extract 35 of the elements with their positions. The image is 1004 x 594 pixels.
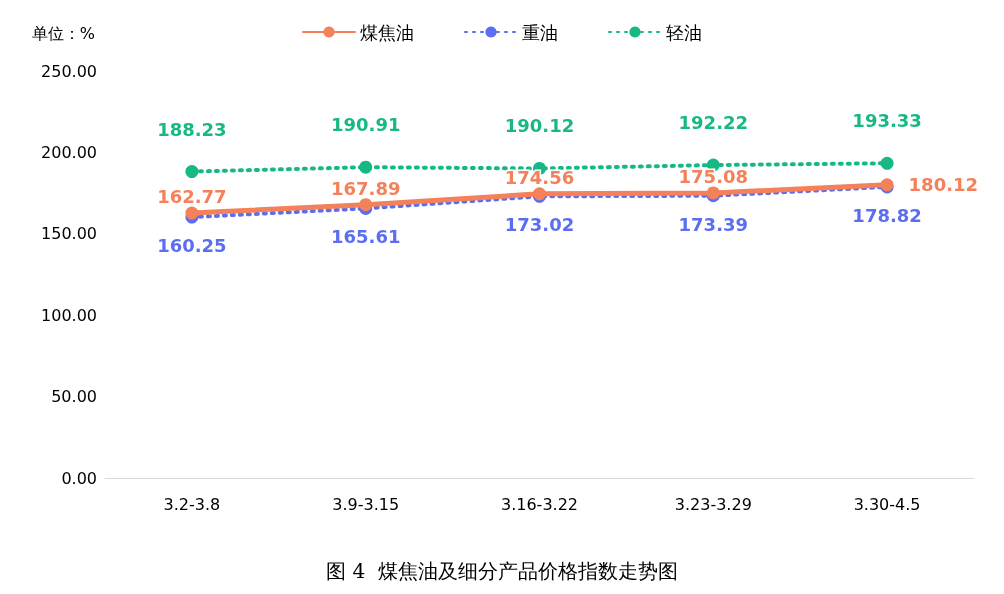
point [185, 165, 199, 179]
data-label: 173.02 [504, 214, 575, 236]
y-tick-label: 100.00 [41, 305, 97, 325]
y-axis-title: 单位：% [31, 23, 95, 43]
data-label: 190.91 [330, 114, 401, 136]
y-tick-label: 0.00 [61, 468, 97, 488]
x-tick-label: 3.16-3.22 [500, 494, 579, 514]
data-label: 174.56 [504, 166, 575, 188]
data-label: 162.77 [157, 186, 227, 208]
point [359, 160, 373, 174]
y-tick-label: 250.00 [41, 61, 97, 81]
data-label: 160.25 [157, 235, 227, 257]
data-label: 178.82 [852, 204, 922, 226]
data-label: 188.23 [157, 118, 227, 140]
y-tick-label: 150.00 [41, 224, 97, 244]
data-label: 190.12 [504, 115, 575, 137]
data-label: 192.22 [678, 112, 749, 134]
data-label: 165.61 [330, 226, 401, 248]
y-tick-label: 200.00 [41, 142, 97, 162]
x-tick-label: 3.9-3.15 [332, 494, 400, 514]
data-label: 175.08 [678, 165, 749, 187]
text: 图 4 煤焦油及细分产品价格指数走势图 [326, 559, 678, 583]
legend-label: 轻油 [666, 21, 702, 43]
data-label: 193.33 [852, 110, 922, 132]
data-label: 173.39 [678, 213, 749, 235]
legend-label: 煤焦油 [360, 21, 414, 43]
point [880, 156, 894, 170]
legend-label: 重油 [522, 21, 558, 43]
x-tick-label: 3.23-3.29 [674, 494, 752, 514]
data-label: 167.89 [330, 177, 401, 199]
point [185, 206, 199, 220]
x-tick-label: 3.2-3.8 [163, 494, 221, 514]
y-tick-label: 50.00 [51, 387, 97, 407]
data-label: 180.12 [908, 174, 979, 196]
x-tick-label: 3.30-4.5 [853, 494, 921, 514]
